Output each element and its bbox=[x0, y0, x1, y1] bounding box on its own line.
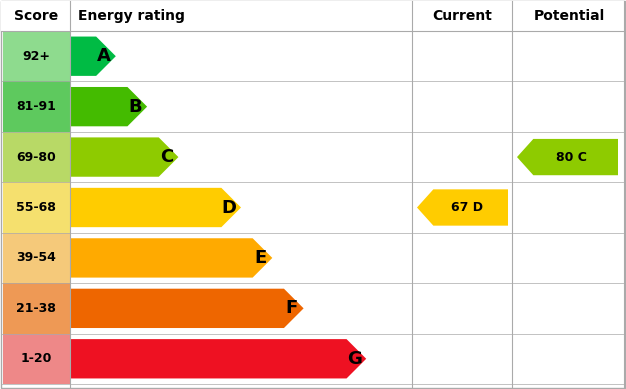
Polygon shape bbox=[517, 139, 618, 175]
Text: 67 D: 67 D bbox=[451, 201, 483, 214]
Text: 1-20: 1-20 bbox=[20, 352, 52, 365]
Bar bbox=[1, 1, 625, 31]
Bar bbox=[412, 81, 510, 132]
Bar bbox=[3, 31, 70, 81]
Bar bbox=[70, 81, 413, 132]
Text: 55-68: 55-68 bbox=[16, 201, 56, 214]
Bar bbox=[512, 31, 625, 81]
Bar bbox=[512, 233, 625, 283]
Bar bbox=[512, 283, 625, 334]
Bar bbox=[412, 283, 510, 334]
Bar bbox=[3, 81, 70, 132]
Bar bbox=[3, 334, 70, 384]
Text: C: C bbox=[160, 148, 173, 166]
Bar bbox=[70, 334, 413, 384]
Text: Energy rating: Energy rating bbox=[78, 9, 185, 23]
Bar bbox=[512, 182, 625, 233]
Text: F: F bbox=[285, 300, 298, 317]
Bar bbox=[3, 233, 70, 283]
Text: Current: Current bbox=[433, 9, 493, 23]
Polygon shape bbox=[70, 238, 272, 278]
Text: 92+: 92+ bbox=[22, 50, 50, 63]
Text: Score: Score bbox=[14, 9, 58, 23]
Text: B: B bbox=[128, 98, 142, 116]
Text: E: E bbox=[254, 249, 267, 267]
Text: 80 C: 80 C bbox=[556, 151, 587, 163]
Bar bbox=[70, 233, 413, 283]
Bar bbox=[70, 31, 413, 81]
Bar bbox=[3, 132, 70, 182]
Text: A: A bbox=[97, 47, 111, 65]
Text: D: D bbox=[222, 198, 237, 217]
Bar bbox=[70, 283, 413, 334]
Bar bbox=[70, 132, 413, 182]
Text: 81-91: 81-91 bbox=[16, 100, 56, 113]
Text: 39-54: 39-54 bbox=[16, 251, 56, 265]
Polygon shape bbox=[70, 289, 304, 328]
Polygon shape bbox=[70, 339, 366, 378]
Text: 21-38: 21-38 bbox=[16, 302, 56, 315]
Text: Potential: Potential bbox=[533, 9, 605, 23]
Polygon shape bbox=[70, 137, 178, 177]
Bar bbox=[412, 334, 510, 384]
Bar bbox=[412, 233, 510, 283]
Bar bbox=[412, 132, 510, 182]
Bar bbox=[70, 182, 413, 233]
Text: 69-80: 69-80 bbox=[16, 151, 56, 163]
Bar bbox=[412, 182, 510, 233]
Bar bbox=[512, 132, 625, 182]
Bar bbox=[3, 283, 70, 334]
Bar bbox=[412, 31, 510, 81]
Bar bbox=[512, 81, 625, 132]
Bar bbox=[3, 182, 70, 233]
Polygon shape bbox=[70, 87, 147, 126]
Bar bbox=[512, 334, 625, 384]
Polygon shape bbox=[70, 188, 241, 227]
Polygon shape bbox=[70, 37, 116, 76]
Polygon shape bbox=[417, 189, 508, 226]
Text: G: G bbox=[347, 350, 362, 368]
